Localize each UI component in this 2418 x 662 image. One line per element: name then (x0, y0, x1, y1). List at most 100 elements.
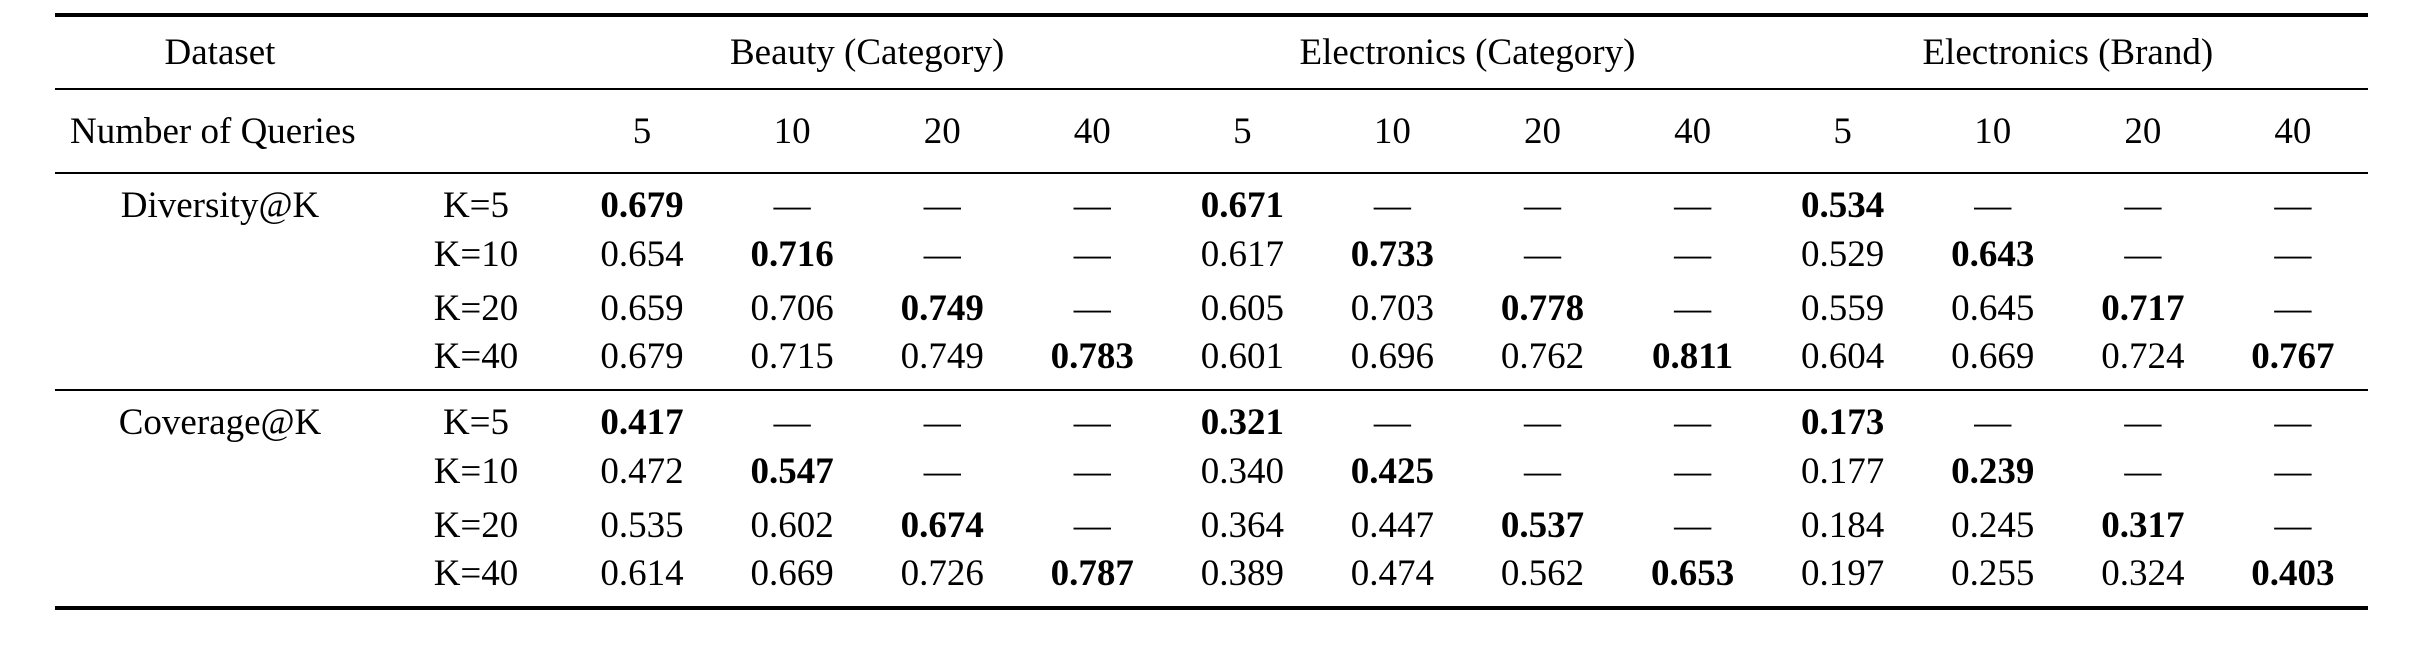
empty-value-cell: — (923, 184, 961, 226)
empty-value-cell: — (2274, 450, 2312, 492)
empty-value-cell: — (1373, 401, 1411, 443)
value-cell: 0.778 (1500, 287, 1585, 329)
header-spacer (385, 15, 567, 90)
empty-value-cell: — (1073, 184, 1111, 226)
value-cell: 0.671 (1200, 184, 1284, 226)
k-label: K=40 (433, 553, 519, 594)
table-row: K=40 0.614 0.669 0.726 0.787 0.389 0.474 0.562 0… (55, 552, 2368, 608)
value-cell: 0.605 (1200, 287, 1284, 329)
table-row: K=10 0.472 0.547 — — 0.340 0.425 — — 0.177 0.239 — — (55, 444, 2368, 498)
query-count: 5 (1167, 89, 1318, 174)
value-cell: 0.177 (1801, 450, 1885, 492)
table-header: Dataset Beauty (Category) Electronics (C… (55, 15, 2368, 174)
value-cell: 0.679 (600, 336, 684, 377)
empty-value-cell: — (1974, 184, 2012, 226)
value-cell: 0.762 (1500, 336, 1585, 377)
value-cell: 0.389 (1200, 553, 1284, 594)
empty-value-cell: — (1674, 233, 1712, 275)
table-row: K=10 0.654 0.716 — — 0.617 0.733 — — 0.529 0.643 — — (55, 227, 2368, 281)
empty-value-cell: — (1674, 401, 1712, 443)
query-count: 10 (1317, 89, 1468, 174)
value-cell: 0.547 (750, 450, 834, 492)
value-cell: 0.255 (1951, 553, 2035, 594)
table-row: Diversity@K K=5 0.679 — — — 0.671 — — — 0.534 — — — (55, 173, 2368, 227)
value-cell: 0.529 (1801, 233, 1885, 275)
query-count: 20 (867, 89, 1018, 174)
value-cell: 0.537 (1500, 504, 1585, 546)
value-cell: 0.601 (1200, 336, 1284, 377)
value-cell: 0.679 (600, 184, 684, 226)
query-count: 5 (567, 89, 718, 174)
k-label: K=20 (433, 504, 519, 546)
metric-label (55, 444, 385, 498)
table-row: Coverage@K K=5 0.417 — — — 0.321 — — — 0.173 — — — (55, 390, 2368, 444)
value-cell: 0.425 (1350, 450, 1435, 492)
queries-header-row: Number of Queries 5 10 20 40 5 10 20 40 … (55, 89, 2368, 174)
value-cell: 0.239 (1951, 450, 2035, 492)
empty-value-cell: — (1524, 401, 1561, 443)
value-cell: 0.674 (900, 504, 984, 546)
value-cell: 0.321 (1200, 401, 1284, 443)
table-row: K=20 0.535 0.602 0.674 — 0.364 0.447 0.537 — 0.18… (55, 498, 2368, 552)
value-cell: 0.617 (1200, 233, 1284, 275)
empty-value-cell: — (1073, 401, 1111, 443)
empty-value-cell: — (2274, 233, 2312, 275)
value-cell: 0.643 (1951, 233, 2035, 275)
value-cell: 0.447 (1350, 504, 1435, 546)
value-cell: 0.535 (600, 504, 684, 546)
value-cell: 0.715 (750, 336, 834, 377)
value-cell: 0.403 (2251, 553, 2335, 594)
group-header-beauty-category: Beauty (Category) (567, 15, 1168, 90)
metric-label: Diversity@K (120, 184, 320, 226)
metric-label (55, 335, 385, 390)
value-cell: 0.717 (2101, 287, 2185, 329)
value-cell: 0.749 (900, 336, 984, 377)
value-cell: 0.417 (600, 401, 684, 443)
value-cell: 0.559 (1801, 287, 1885, 329)
value-cell: 0.317 (2101, 504, 2185, 546)
value-cell: 0.659 (600, 287, 684, 329)
value-cell: 0.703 (1350, 287, 1435, 329)
section-diversity: Diversity@K K=5 0.679— — —0.671— — —0.534— — — K=… (55, 173, 2368, 390)
metric-label (55, 281, 385, 335)
metric-label (55, 227, 385, 281)
empty-value-cell: — (2274, 184, 2312, 226)
section-coverage: Coverage@K K=5 0.417— — —0.321— — —0.173— — — K=1… (55, 390, 2368, 608)
empty-value-cell: — (1524, 184, 1561, 226)
k-label: K=20 (433, 287, 519, 329)
group-header-electronics-category: Electronics (Category) (1167, 15, 1768, 90)
value-cell: 0.340 (1200, 450, 1284, 492)
value-cell: 0.749 (900, 287, 984, 329)
query-count: 40 (1017, 89, 1168, 174)
empty-value-cell: — (1073, 233, 1111, 275)
empty-value-cell: — (1674, 287, 1712, 329)
metric-label (55, 498, 385, 552)
empty-value-cell: — (923, 450, 961, 492)
empty-value-cell: — (2124, 401, 2162, 443)
value-cell: 0.614 (600, 553, 684, 594)
k-label: K=5 (442, 401, 510, 443)
empty-value-cell: — (1674, 504, 1712, 546)
results-table: Dataset Beauty (Category) Electronics (C… (55, 13, 2368, 610)
value-cell: 0.724 (2101, 336, 2185, 377)
value-cell: 0.726 (900, 553, 984, 594)
query-count: 10 (1917, 89, 2068, 174)
value-cell: 0.184 (1801, 504, 1885, 546)
value-cell: 0.669 (1951, 336, 2035, 377)
query-count: 40 (2217, 89, 2368, 174)
value-cell: 0.534 (1801, 184, 1885, 226)
empty-value-cell: — (773, 184, 811, 226)
value-cell: 0.716 (750, 233, 834, 275)
empty-value-cell: — (2274, 401, 2312, 443)
query-count: 10 (717, 89, 868, 174)
value-cell: 0.654 (600, 233, 684, 275)
value-cell: 0.474 (1350, 553, 1435, 594)
table-row: K=40 0.679 0.715 0.749 0.783 0.601 0.696 0.762 0… (55, 335, 2368, 390)
value-cell: 0.604 (1801, 336, 1885, 377)
value-cell: 0.645 (1951, 287, 2035, 329)
empty-value-cell: — (2124, 450, 2162, 492)
value-cell: 0.669 (750, 553, 834, 594)
empty-value-cell: — (1524, 233, 1561, 275)
k-label: K=10 (433, 233, 519, 275)
empty-value-cell: — (1073, 450, 1111, 492)
